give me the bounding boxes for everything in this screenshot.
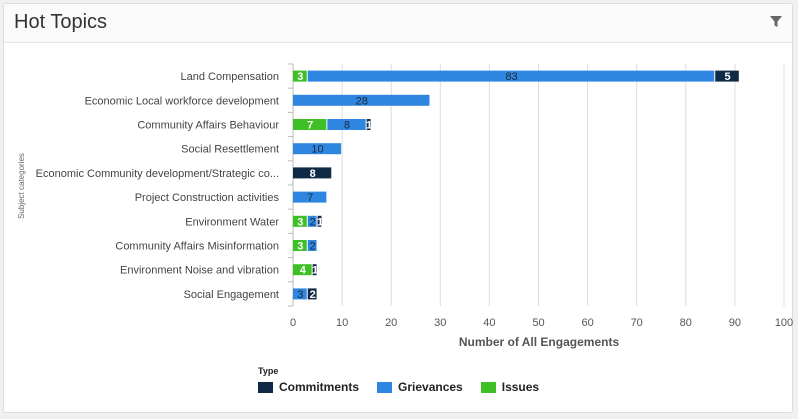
- bar-segment-issues[interactable]: [293, 119, 327, 130]
- category-label: Community Affairs Behaviour: [137, 120, 279, 132]
- data-label: 1: [312, 265, 318, 277]
- commitments-swatch: [258, 381, 273, 393]
- data-label: 1: [317, 216, 323, 228]
- data-label: 28: [356, 95, 368, 107]
- data-label: 8: [344, 120, 350, 132]
- panel-header: Hot Topics: [4, 4, 792, 43]
- bar-segment-grievances[interactable]: [293, 94, 430, 106]
- data-label: 2: [310, 289, 316, 301]
- panel-title: Hot Topics: [14, 11, 108, 33]
- legend-label: Issues: [501, 380, 540, 394]
- legend-label: Grievances: [398, 380, 463, 394]
- filter-icon[interactable]: [770, 16, 782, 28]
- legend-label: Commitments: [279, 380, 360, 394]
- data-label: 3: [297, 216, 303, 228]
- data-label: 3: [297, 71, 303, 83]
- bar-segment-commitments[interactable]: [312, 264, 317, 276]
- x-tick-label: 70: [631, 317, 643, 329]
- data-label: 83: [505, 71, 517, 83]
- data-label: 1: [366, 120, 372, 132]
- bar-segment-grievances[interactable]: [293, 191, 327, 203]
- category-label: Land Compensation: [181, 71, 279, 83]
- bar-segment-grievances[interactable]: [307, 215, 317, 227]
- category-label: Environment Noise and vibration: [120, 265, 279, 277]
- category-label: Social Resettlement: [181, 144, 279, 156]
- data-label: 5: [724, 71, 730, 83]
- category-labels: Land Compensation Economic Local workforc…: [36, 71, 280, 301]
- x-tick-label: 60: [581, 317, 593, 329]
- bar-segment-commitments[interactable]: [366, 119, 371, 130]
- x-tick-label: 100: [775, 317, 793, 329]
- category-label: Social Engagement: [184, 289, 279, 301]
- legend-item-commitments[interactable]: Commitments: [258, 380, 359, 394]
- x-tick-label: 40: [483, 317, 495, 329]
- category-label: Economic Community development/Strategic…: [36, 168, 279, 180]
- bar-segment-commitments[interactable]: [307, 288, 317, 300]
- x-tick-label: 30: [434, 317, 446, 329]
- y-axis-title: Subject categories: [17, 153, 26, 219]
- data-label: 7: [307, 120, 313, 132]
- bar-segment-grievances[interactable]: [293, 143, 342, 155]
- category-label: Economic Local workforce development: [85, 95, 279, 107]
- data-label: 4: [300, 265, 307, 277]
- data-label: 10: [311, 144, 323, 156]
- bar-segment-issues[interactable]: [293, 240, 307, 251]
- x-tick-label: 80: [680, 317, 692, 329]
- data-label: 8: [310, 168, 316, 180]
- data-label: 7: [307, 192, 313, 204]
- grievances-swatch: [377, 381, 393, 393]
- data-label: 2: [310, 216, 316, 228]
- x-tick-label: 90: [729, 317, 741, 329]
- category-label: Environment Water: [185, 216, 279, 228]
- x-tick-label: 20: [385, 317, 397, 329]
- legend-items: Commitments Grievances Issues: [258, 380, 557, 394]
- bar-segment-commitments[interactable]: [293, 167, 332, 179]
- legend-item-grievances[interactable]: Grievances: [377, 380, 463, 394]
- data-label: 2: [310, 241, 316, 253]
- bar-segment-grievances[interactable]: [307, 70, 715, 82]
- legend: Type Commitments Grievances Issues: [258, 366, 557, 394]
- x-tick-label: 10: [336, 317, 348, 329]
- x-tick-label: 50: [532, 317, 544, 329]
- bar-segment-commitments[interactable]: [317, 215, 322, 227]
- category-label: Community Affairs Misinformation: [115, 241, 279, 253]
- data-label: 3: [297, 241, 303, 253]
- bar-segment-issues[interactable]: [293, 264, 312, 276]
- x-tick-label: 0: [290, 317, 296, 329]
- bar-segment-grievances[interactable]: [293, 288, 307, 300]
- bar-segment-grievances[interactable]: [327, 119, 366, 130]
- data-label: 3: [297, 289, 303, 301]
- x-axis-title: Number of All Engagements: [459, 335, 620, 349]
- category-label: Project Construction activities: [135, 192, 280, 204]
- issues-swatch: [480, 381, 496, 393]
- bar-segment-commitments[interactable]: [715, 70, 739, 82]
- legend-title: Type: [258, 366, 279, 376]
- x-tick-labels: 0 10 20 30 40 50 60 70 80 90 100: [290, 317, 793, 329]
- bar-segment-issues[interactable]: [293, 215, 307, 227]
- legend-item-issues[interactable]: Issues: [480, 380, 540, 394]
- bar-segment-grievances[interactable]: [307, 240, 317, 251]
- bar-segment-issues[interactable]: [293, 70, 307, 82]
